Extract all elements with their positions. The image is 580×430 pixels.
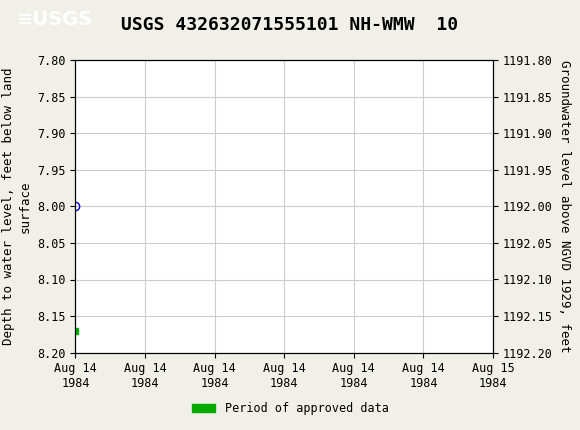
Text: ≡USGS: ≡USGS xyxy=(17,10,93,29)
Legend: Period of approved data: Period of approved data xyxy=(187,397,393,420)
Y-axis label: Groundwater level above NGVD 1929, feet: Groundwater level above NGVD 1929, feet xyxy=(558,60,571,353)
Y-axis label: Depth to water level, feet below land
surface: Depth to water level, feet below land su… xyxy=(2,68,32,345)
Text: USGS 432632071555101 NH-WMW  10: USGS 432632071555101 NH-WMW 10 xyxy=(121,16,459,34)
